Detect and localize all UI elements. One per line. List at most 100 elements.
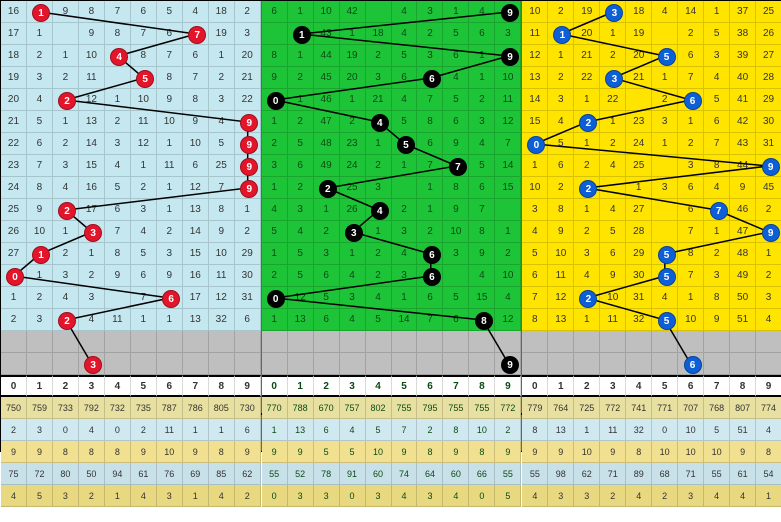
cell: 51 [730, 309, 756, 331]
cell: 26 [340, 199, 366, 221]
sum-cell: 764 [548, 397, 574, 419]
header-cell: 2 [53, 375, 79, 397]
cell [443, 265, 469, 287]
ball-shi: 8 [475, 312, 493, 330]
cell: 14 [522, 89, 548, 111]
cell: 8 [79, 1, 105, 23]
cell: 5 [548, 133, 574, 155]
sum-cell: 32 [626, 419, 652, 441]
ball-shi: 4 [371, 202, 389, 220]
cell: 12 [131, 133, 157, 155]
cell: 11 [79, 67, 105, 89]
cell: 8 [678, 243, 704, 265]
cell: 8 [105, 243, 131, 265]
cell: 15 [79, 155, 105, 177]
cell: 10 [495, 265, 521, 287]
cell: 1 [157, 133, 183, 155]
sum-cell: 13 [288, 419, 314, 441]
cell: 9 [600, 265, 626, 287]
cell: 1 [469, 67, 495, 89]
cell: 6 [704, 111, 730, 133]
cell: 25 [626, 155, 652, 177]
cell: 6 [522, 265, 548, 287]
cell: 3 [756, 287, 781, 309]
cell: 4 [469, 133, 495, 155]
cell: 1 [27, 23, 53, 45]
sum-cell: 85 [209, 463, 235, 485]
sum-cell: 60 [366, 463, 392, 485]
cell [417, 331, 443, 353]
sum-cell: 2 [495, 419, 521, 441]
cell: 12 [522, 45, 548, 67]
cell: 2 [756, 265, 781, 287]
sum-cell: 3 [574, 485, 600, 507]
cell: 1 [209, 45, 235, 67]
cell: 2 [574, 221, 600, 243]
cell: 8 [157, 67, 183, 89]
cell: 3 [678, 155, 704, 177]
cell [443, 353, 469, 375]
cell: 21 [366, 89, 392, 111]
cell: 10 [27, 221, 53, 243]
cell: 1 [443, 1, 469, 23]
cell: 47 [314, 111, 340, 133]
header-cell: 4 [626, 375, 652, 397]
cell: 4 [392, 1, 418, 23]
sum-cell: 9 [548, 441, 574, 463]
cell: 11 [105, 309, 131, 331]
cell: 5 [288, 265, 314, 287]
sum-cell: 10 [574, 441, 600, 463]
cell: 48 [314, 133, 340, 155]
cell: 2 [340, 111, 366, 133]
cell: 25 [1, 199, 27, 221]
cell [392, 331, 418, 353]
cell: 10 [443, 221, 469, 243]
cell: 3 [366, 177, 392, 199]
header-cell: 9 [756, 375, 781, 397]
cell: 48 [730, 243, 756, 265]
cell: 1 [105, 89, 131, 111]
cell: 2 [366, 45, 392, 67]
sum-cell: 61 [131, 463, 157, 485]
sum-cell: 9 [262, 441, 288, 463]
cell [652, 199, 678, 221]
sum-cell: 3 [53, 485, 79, 507]
sum-cell: 10 [704, 441, 730, 463]
cell: 7 [105, 221, 131, 243]
cell: 5 [27, 111, 53, 133]
cell: 3 [314, 243, 340, 265]
cell: 1 [522, 155, 548, 177]
cell: 7 [157, 45, 183, 67]
cell: 8 [209, 199, 235, 221]
header-cell: 1 [548, 375, 574, 397]
cell: 12 [209, 287, 235, 309]
cell: 18 [1, 45, 27, 67]
cell: 1 [652, 133, 678, 155]
cell: 4 [288, 221, 314, 243]
sum-cell: 51 [730, 419, 756, 441]
cell: 2 [600, 133, 626, 155]
cell: 9 [548, 221, 574, 243]
sum-cell: 741 [626, 397, 652, 419]
cell: 1 [574, 133, 600, 155]
cell: 1 [157, 309, 183, 331]
ball-ge: 6 [684, 92, 702, 110]
cell: 11 [495, 89, 521, 111]
sum-cell: 757 [340, 397, 366, 419]
cell: 4 [392, 243, 418, 265]
cell [209, 331, 235, 353]
sum-cell: 670 [314, 397, 340, 419]
sum-cell: 707 [678, 397, 704, 419]
cell: 13 [183, 309, 209, 331]
cell: 2 [157, 221, 183, 243]
sum-cell: 9 [235, 441, 261, 463]
cell: 2 [417, 23, 443, 45]
cell: 2 [1, 309, 27, 331]
sum-cell: 5 [27, 485, 53, 507]
cell: 12 [183, 177, 209, 199]
cell: 11 [522, 23, 548, 45]
cell: 13 [548, 309, 574, 331]
header-cell: 7 [704, 375, 730, 397]
sum-cell: 772 [600, 397, 626, 419]
cell [209, 353, 235, 375]
